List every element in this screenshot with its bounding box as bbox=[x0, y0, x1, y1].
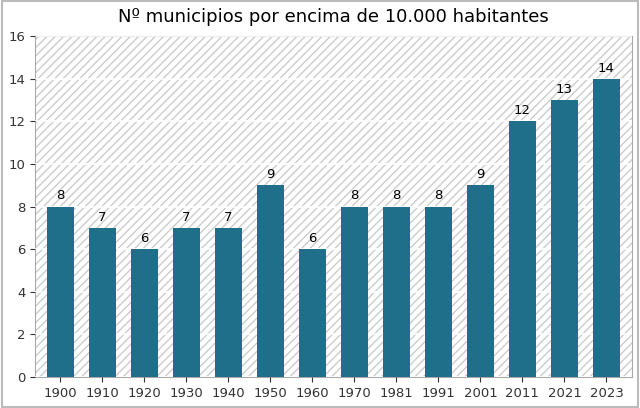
Text: 14: 14 bbox=[598, 62, 615, 75]
Bar bbox=[551, 100, 578, 377]
Text: 9: 9 bbox=[266, 168, 275, 181]
Bar bbox=[257, 185, 284, 377]
Text: 13: 13 bbox=[556, 83, 573, 96]
Bar bbox=[425, 206, 452, 377]
Text: 7: 7 bbox=[182, 211, 191, 224]
Text: 7: 7 bbox=[98, 211, 106, 224]
Bar bbox=[173, 228, 200, 377]
Bar bbox=[593, 79, 620, 377]
Bar bbox=[299, 249, 326, 377]
Text: 6: 6 bbox=[308, 232, 317, 245]
Text: 8: 8 bbox=[350, 189, 358, 202]
Text: 8: 8 bbox=[434, 189, 443, 202]
Title: Nº municipios por encima de 10.000 habitantes: Nº municipios por encima de 10.000 habit… bbox=[118, 8, 548, 27]
Text: 8: 8 bbox=[392, 189, 401, 202]
Bar bbox=[47, 206, 74, 377]
Text: 8: 8 bbox=[56, 189, 65, 202]
Text: 6: 6 bbox=[140, 232, 148, 245]
Bar bbox=[340, 206, 368, 377]
Text: 9: 9 bbox=[476, 168, 484, 181]
Bar bbox=[467, 185, 494, 377]
Bar bbox=[131, 249, 158, 377]
Bar bbox=[383, 206, 410, 377]
Bar bbox=[88, 228, 116, 377]
Bar bbox=[214, 228, 242, 377]
Text: 12: 12 bbox=[514, 104, 531, 117]
Text: 7: 7 bbox=[224, 211, 232, 224]
Bar bbox=[509, 122, 536, 377]
